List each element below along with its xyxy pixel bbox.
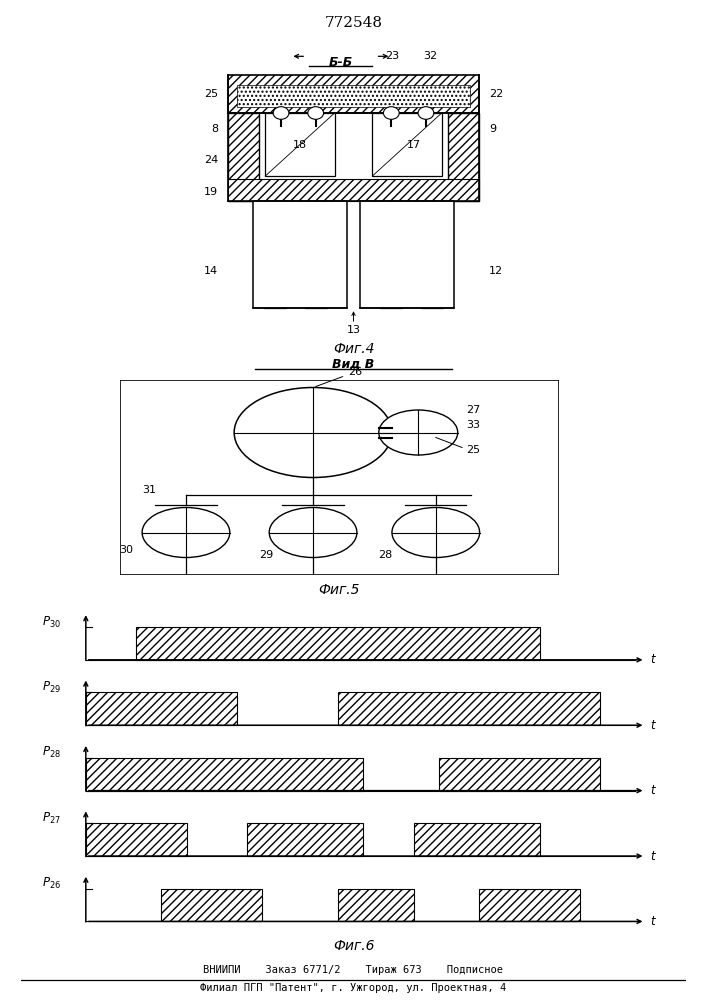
Bar <box>161 889 262 921</box>
Text: 772548: 772548 <box>325 16 382 30</box>
Bar <box>264 201 286 308</box>
Text: Фиг.4: Фиг.4 <box>333 342 374 356</box>
Text: Вид В: Вид В <box>332 358 375 371</box>
Text: Филиал ПГП "Патент", г. Ужгород, ул. Проектная, 4: Филиал ПГП "Патент", г. Ужгород, ул. Про… <box>200 983 507 993</box>
Text: $t$: $t$ <box>650 850 658 863</box>
Bar <box>373 113 442 176</box>
Bar <box>448 113 479 201</box>
Bar <box>228 113 259 201</box>
Bar <box>421 201 443 308</box>
Text: $t$: $t$ <box>650 915 658 928</box>
Text: Фиг.5: Фиг.5 <box>319 582 360 596</box>
Text: ВНИИПИ    Заказ 6771/2    Тираж 673    Подписное: ВНИИПИ Заказ 6771/2 Тираж 673 Подписное <box>204 965 503 975</box>
Ellipse shape <box>273 107 289 119</box>
Text: 27: 27 <box>467 405 481 415</box>
Bar <box>228 179 479 201</box>
Circle shape <box>142 508 230 558</box>
Bar <box>338 692 600 725</box>
Text: $t$: $t$ <box>650 784 658 797</box>
Text: $P_{\mathregular{26}}$: $P_{\mathregular{26}}$ <box>42 876 61 891</box>
Bar <box>86 692 237 725</box>
Text: Фиг.6: Фиг.6 <box>333 939 374 953</box>
Bar <box>136 627 539 660</box>
Text: 14: 14 <box>204 265 218 275</box>
Text: $P_{\mathregular{28}}$: $P_{\mathregular{28}}$ <box>42 745 61 760</box>
Text: 30: 30 <box>119 545 134 555</box>
Text: 18: 18 <box>293 139 307 149</box>
Text: Б-Б: Б-Б <box>329 56 353 69</box>
Text: 22: 22 <box>489 89 503 99</box>
Text: $t$: $t$ <box>650 653 658 666</box>
Circle shape <box>392 508 479 558</box>
Text: $P_{\mathregular{27}}$: $P_{\mathregular{27}}$ <box>42 811 61 826</box>
Text: 31: 31 <box>142 485 156 495</box>
Bar <box>360 201 455 308</box>
Text: 13: 13 <box>346 325 361 335</box>
Text: 25: 25 <box>467 445 481 455</box>
Circle shape <box>269 508 357 558</box>
Text: 17: 17 <box>407 139 421 149</box>
Bar <box>228 75 479 113</box>
Bar <box>380 201 402 308</box>
Text: 29: 29 <box>259 550 274 560</box>
Text: $P_{\mathregular{30}}$: $P_{\mathregular{30}}$ <box>42 615 61 630</box>
Circle shape <box>379 410 457 455</box>
Text: $P_{\mathregular{29}}$: $P_{\mathregular{29}}$ <box>42 680 61 695</box>
Ellipse shape <box>383 107 399 119</box>
Text: 33: 33 <box>467 420 481 430</box>
Bar <box>237 85 470 107</box>
Bar <box>479 889 580 921</box>
Text: 9: 9 <box>489 124 496 134</box>
Ellipse shape <box>308 107 324 119</box>
Bar <box>439 758 600 791</box>
Text: 26: 26 <box>315 367 362 387</box>
Text: 8: 8 <box>211 124 218 134</box>
Bar <box>252 201 347 308</box>
Text: $t$: $t$ <box>650 719 658 732</box>
Text: 12: 12 <box>489 265 503 275</box>
Bar <box>414 823 539 856</box>
Bar <box>86 758 363 791</box>
Circle shape <box>234 387 392 478</box>
Bar <box>338 889 414 921</box>
Text: 23: 23 <box>385 51 399 61</box>
Text: 19: 19 <box>204 187 218 197</box>
Bar <box>265 113 334 176</box>
Bar <box>247 823 363 856</box>
Text: 24: 24 <box>204 155 218 165</box>
Bar <box>86 823 187 856</box>
Ellipse shape <box>418 107 434 119</box>
Text: 32: 32 <box>423 51 437 61</box>
Text: 28: 28 <box>378 550 392 560</box>
Bar <box>305 201 327 308</box>
Text: 25: 25 <box>204 89 218 99</box>
